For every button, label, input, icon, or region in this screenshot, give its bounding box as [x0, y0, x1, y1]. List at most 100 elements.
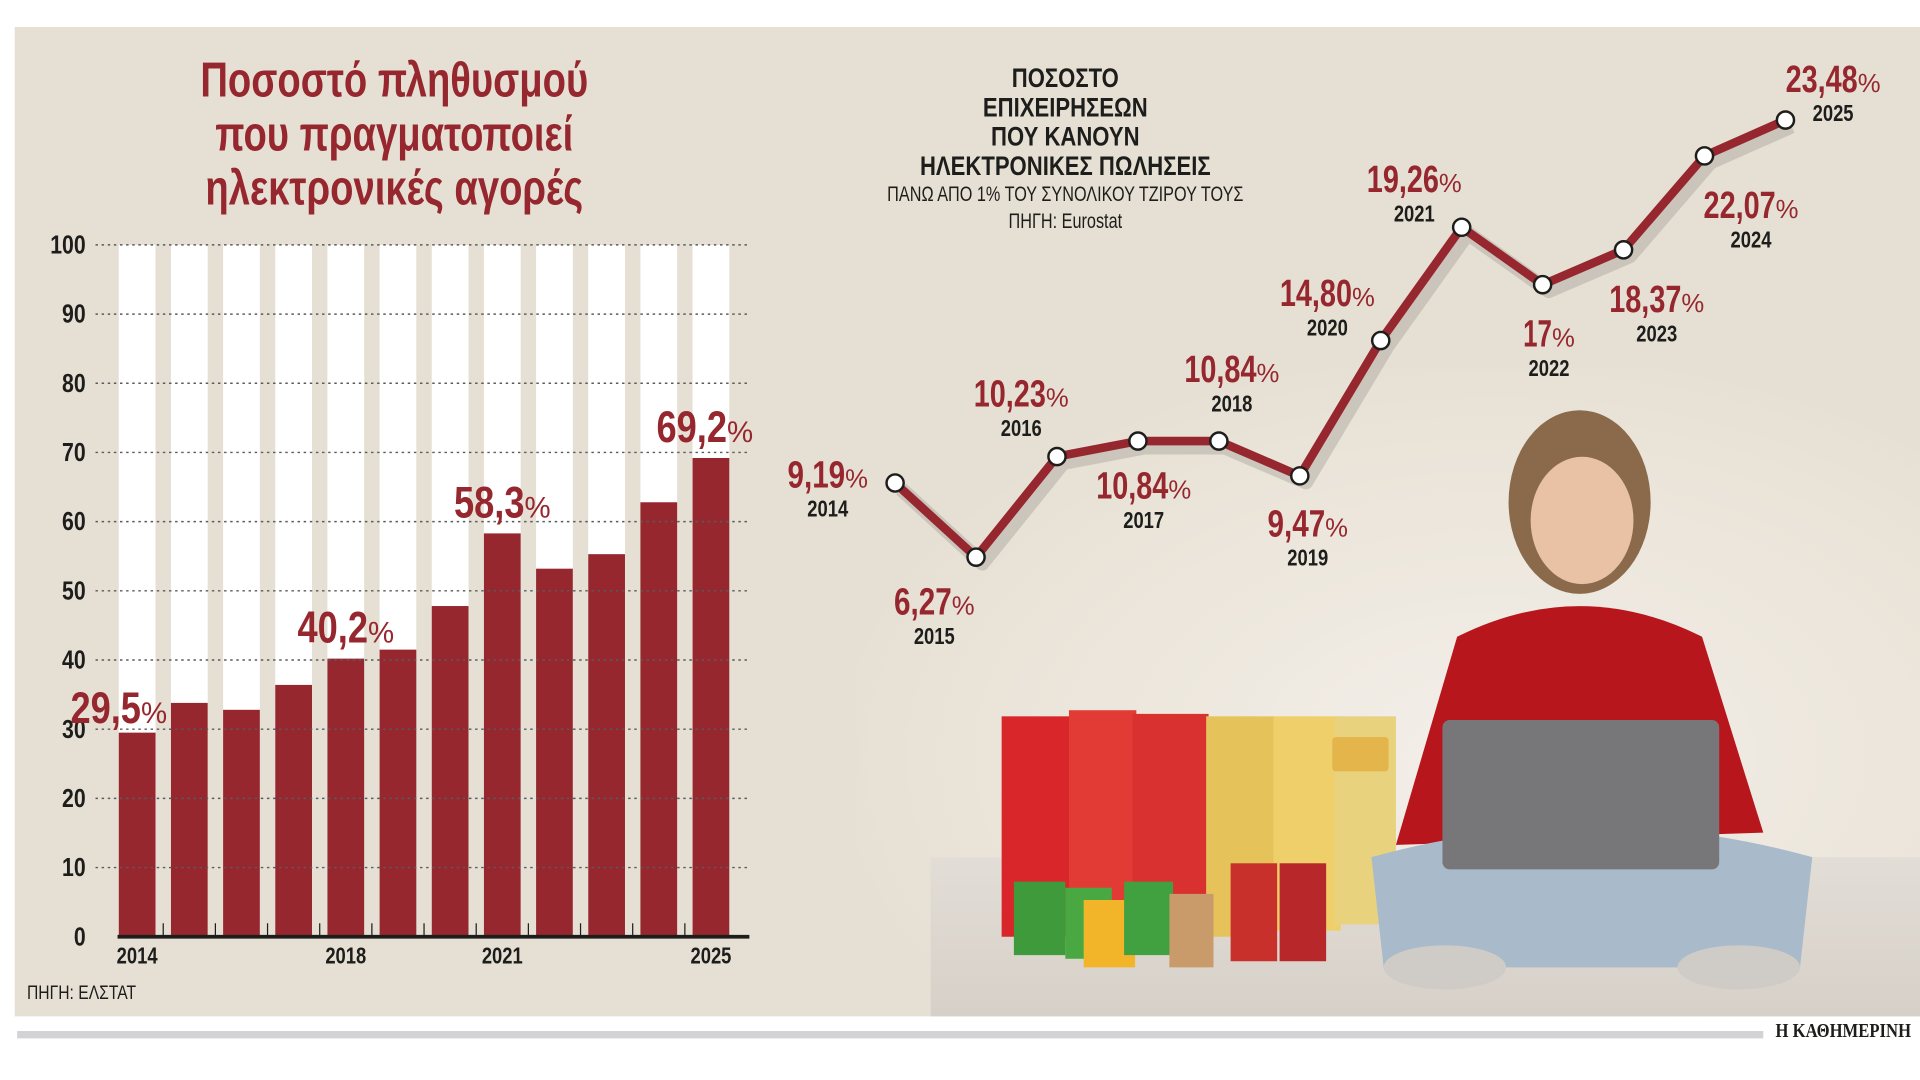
- right-title-line: ΕΠΙΧΕΙΡΗΣΕΩΝ: [982, 91, 1148, 123]
- data-label-percent: %: [1552, 325, 1575, 353]
- data-label-percent: %: [952, 593, 975, 621]
- year-label: 2018: [1211, 390, 1252, 416]
- bar-2022: [536, 568, 573, 937]
- right-source: ΠΗΓΗ: Eurostat: [1008, 209, 1123, 233]
- line-data-label: 10,23%: [974, 374, 1069, 416]
- year-label: 2025: [1813, 100, 1854, 126]
- data-label-value: 22,07: [1704, 185, 1776, 227]
- y-tick-label: 80: [62, 370, 86, 398]
- data-label-percent: %: [524, 491, 550, 524]
- y-tick-label: 30: [62, 716, 86, 744]
- data-label-value: 23,48: [1786, 59, 1858, 101]
- year-label: 2019: [1287, 545, 1328, 571]
- year-label: 2022: [1529, 355, 1570, 381]
- left-title-line: που πραγματοποιεί: [215, 107, 574, 162]
- y-tick-label: 60: [62, 508, 86, 536]
- point-2020: [1370, 330, 1391, 351]
- data-label-value: 9,47: [1267, 503, 1325, 545]
- y-tick-label: 70: [62, 439, 86, 467]
- year-label: 2023: [1636, 321, 1677, 347]
- line-data-label: 6,27%: [894, 582, 975, 624]
- data-label-percent: %: [368, 617, 394, 650]
- y-tick-label: 100: [50, 231, 85, 259]
- line-data-label: 22,07%: [1704, 185, 1799, 227]
- line-shadow: [896, 119, 1795, 571]
- x-tick-label: 2014: [117, 943, 158, 969]
- line-data-label: 10,84%: [1184, 349, 1279, 391]
- bottom-divider: [17, 1031, 1764, 1039]
- data-label-percent: %: [1325, 514, 1348, 542]
- data-label-value: 9,19: [787, 454, 845, 496]
- year-label: 2016: [1001, 415, 1042, 441]
- line-data-label: 23,48%: [1786, 59, 1881, 101]
- line-data-label: 14,80%: [1280, 273, 1375, 315]
- x-tick-label: 2021: [482, 943, 523, 969]
- right-title-line: ΗΛΕΚΤΡΟΝΙΚΕΣ ΠΩΛΗΣΕΙΣ: [919, 150, 1211, 182]
- y-tick-label: 90: [62, 301, 86, 329]
- data-label-value: 17: [1523, 314, 1552, 356]
- laptop: [1442, 720, 1720, 870]
- data-label-value: 58,3: [454, 478, 525, 527]
- left-source: ΠΗΓΗ: ΕΛΣΤΑΤ: [26, 983, 137, 1005]
- data-label-value: 40,2: [297, 604, 368, 653]
- y-tick-label: 50: [62, 577, 86, 605]
- data-label-percent: %: [1256, 360, 1279, 388]
- x-tick-label: 2018: [325, 943, 366, 969]
- data-label-value: 6,27: [894, 582, 952, 624]
- data-label-value: 19,26: [1367, 159, 1439, 201]
- left-title-line: Ποσοστό πληθυσμού: [200, 53, 589, 108]
- data-label-value: 10,23: [974, 374, 1046, 416]
- left-chart-title: Ποσοστό πληθυσμού που πραγματοποιεί ηλεκ…: [113, 54, 676, 216]
- line-data-label: 18,37%: [1609, 279, 1704, 321]
- data-label-percent: %: [845, 465, 868, 493]
- bar-2021: [483, 533, 521, 937]
- point-2023: [1613, 240, 1634, 260]
- data-label-value: 69,2: [656, 403, 727, 452]
- year-label: 2014: [807, 496, 848, 522]
- point-2019: [1290, 466, 1310, 486]
- bar-2024: [640, 502, 678, 937]
- data-label-percent: %: [1776, 196, 1799, 224]
- point-2021: [1451, 217, 1472, 238]
- bar-2020: [431, 606, 469, 937]
- right-title-line: ΠΟΥ ΚΑΝΟΥΝ: [991, 121, 1140, 152]
- data-label-value: 10,84: [1096, 465, 1168, 507]
- data-label-percent: %: [1858, 70, 1881, 98]
- point-2024: [1694, 146, 1715, 166]
- point-2014: [885, 473, 905, 493]
- bar-2018: [327, 658, 365, 937]
- data-label-percent: %: [1168, 476, 1191, 504]
- data-label-percent: %: [1046, 385, 1069, 413]
- y-tick-label: 20: [62, 785, 86, 813]
- year-label: 2015: [914, 623, 955, 649]
- point-2022: [1532, 274, 1553, 295]
- y-tick-label: 10: [62, 854, 86, 882]
- point-2016: [1047, 446, 1067, 467]
- data-label-percent: %: [1439, 170, 1462, 198]
- y-tick-label: 40: [62, 647, 86, 675]
- bar-data-label: 29,5%: [70, 684, 167, 733]
- bar-data-label: 69,2%: [656, 403, 753, 452]
- point-2017: [1128, 431, 1148, 451]
- brand-logo: Η ΚΑΘΗΜΕΡΙΝΗ: [1775, 1021, 1912, 1043]
- year-label: 2024: [1731, 226, 1772, 252]
- data-label-percent: %: [727, 416, 753, 449]
- point-2015: [966, 547, 986, 567]
- bar-2016: [223, 709, 260, 937]
- line-data-label: 9,19%: [787, 454, 868, 496]
- bar-2015: [170, 702, 208, 937]
- data-label-percent: %: [141, 697, 167, 730]
- data-label-percent: %: [1352, 284, 1375, 312]
- bar-2019: [379, 649, 417, 937]
- bar-data-label: 40,2%: [297, 604, 394, 653]
- bar-2014: [118, 732, 156, 937]
- left-title-line: ηλεκτρονικές αγορές: [205, 161, 584, 216]
- year-label: 2017: [1123, 507, 1164, 533]
- year-label: 2021: [1394, 201, 1435, 227]
- credit-card: [1332, 737, 1389, 772]
- data-label-value: 18,37: [1609, 279, 1681, 321]
- bar-2023: [588, 554, 625, 937]
